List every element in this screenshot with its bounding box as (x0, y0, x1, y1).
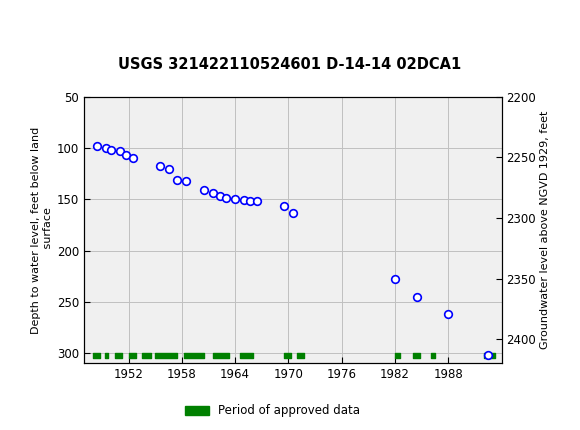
Y-axis label: Depth to water level, feet below land
 surface: Depth to water level, feet below land su… (31, 126, 53, 334)
Text: USGS 321422110524601 D-14-14 02DCA1: USGS 321422110524601 D-14-14 02DCA1 (118, 57, 462, 72)
Legend: Period of approved data: Period of approved data (180, 399, 365, 422)
Y-axis label: Groundwater level above NGVD 1929, feet: Groundwater level above NGVD 1929, feet (541, 111, 550, 349)
Text: ≋USGS: ≋USGS (9, 14, 79, 31)
